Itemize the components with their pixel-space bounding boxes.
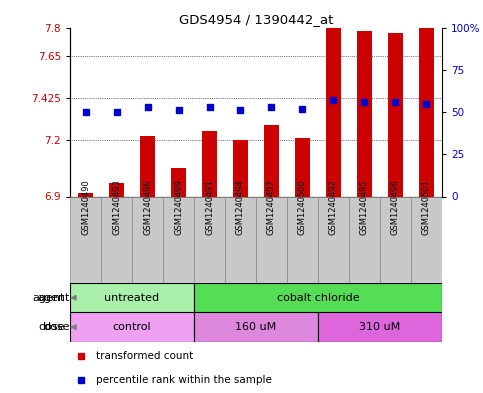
Bar — [194, 312, 318, 342]
Text: GSM1240501: GSM1240501 — [422, 180, 431, 235]
Text: GSM1240498: GSM1240498 — [391, 180, 400, 235]
Bar — [194, 283, 442, 312]
Bar — [140, 136, 155, 196]
Bar — [419, 28, 434, 196]
Text: agent: agent — [33, 293, 65, 303]
Bar — [202, 131, 217, 196]
Bar — [318, 196, 349, 283]
Bar — [380, 196, 411, 283]
Bar — [388, 33, 403, 196]
Bar — [70, 283, 194, 312]
Bar — [70, 196, 101, 283]
Bar — [295, 138, 310, 196]
Bar — [357, 31, 372, 196]
Text: 160 uM: 160 uM — [235, 322, 277, 332]
Bar — [318, 312, 442, 342]
Bar — [233, 140, 248, 196]
Bar — [163, 196, 194, 283]
Text: GSM1240492: GSM1240492 — [329, 180, 338, 235]
Text: cobalt chloride: cobalt chloride — [277, 293, 359, 303]
Text: dose: dose — [43, 322, 70, 332]
Text: percentile rank within the sample: percentile rank within the sample — [96, 375, 272, 385]
Text: GSM1240499: GSM1240499 — [174, 180, 183, 235]
Bar — [256, 196, 287, 283]
Text: GSM1240500: GSM1240500 — [298, 180, 307, 235]
Bar — [78, 193, 93, 196]
Bar — [264, 125, 279, 196]
Text: 310 uM: 310 uM — [359, 322, 400, 332]
Bar — [70, 312, 194, 342]
Bar — [194, 196, 225, 283]
Bar — [225, 196, 256, 283]
Bar — [411, 196, 442, 283]
Bar — [101, 196, 132, 283]
Bar — [171, 168, 186, 196]
Bar — [349, 196, 380, 283]
Text: transformed count: transformed count — [96, 351, 193, 361]
Text: GSM1240490: GSM1240490 — [81, 180, 90, 235]
Text: control: control — [113, 322, 151, 332]
Text: untreated: untreated — [104, 293, 159, 303]
Text: GSM1240496: GSM1240496 — [143, 180, 152, 235]
Text: agent: agent — [38, 293, 70, 303]
Text: GSM1240491: GSM1240491 — [205, 180, 214, 235]
Text: GSM1240493: GSM1240493 — [112, 180, 121, 235]
Text: dose: dose — [39, 322, 65, 332]
Title: GDS4954 / 1390442_at: GDS4954 / 1390442_at — [179, 13, 333, 26]
Bar — [326, 28, 341, 196]
Bar — [287, 196, 318, 283]
Bar — [109, 184, 124, 196]
Bar — [132, 196, 163, 283]
Text: GSM1240494: GSM1240494 — [236, 180, 245, 235]
Text: GSM1240495: GSM1240495 — [360, 180, 369, 235]
Text: GSM1240497: GSM1240497 — [267, 180, 276, 235]
